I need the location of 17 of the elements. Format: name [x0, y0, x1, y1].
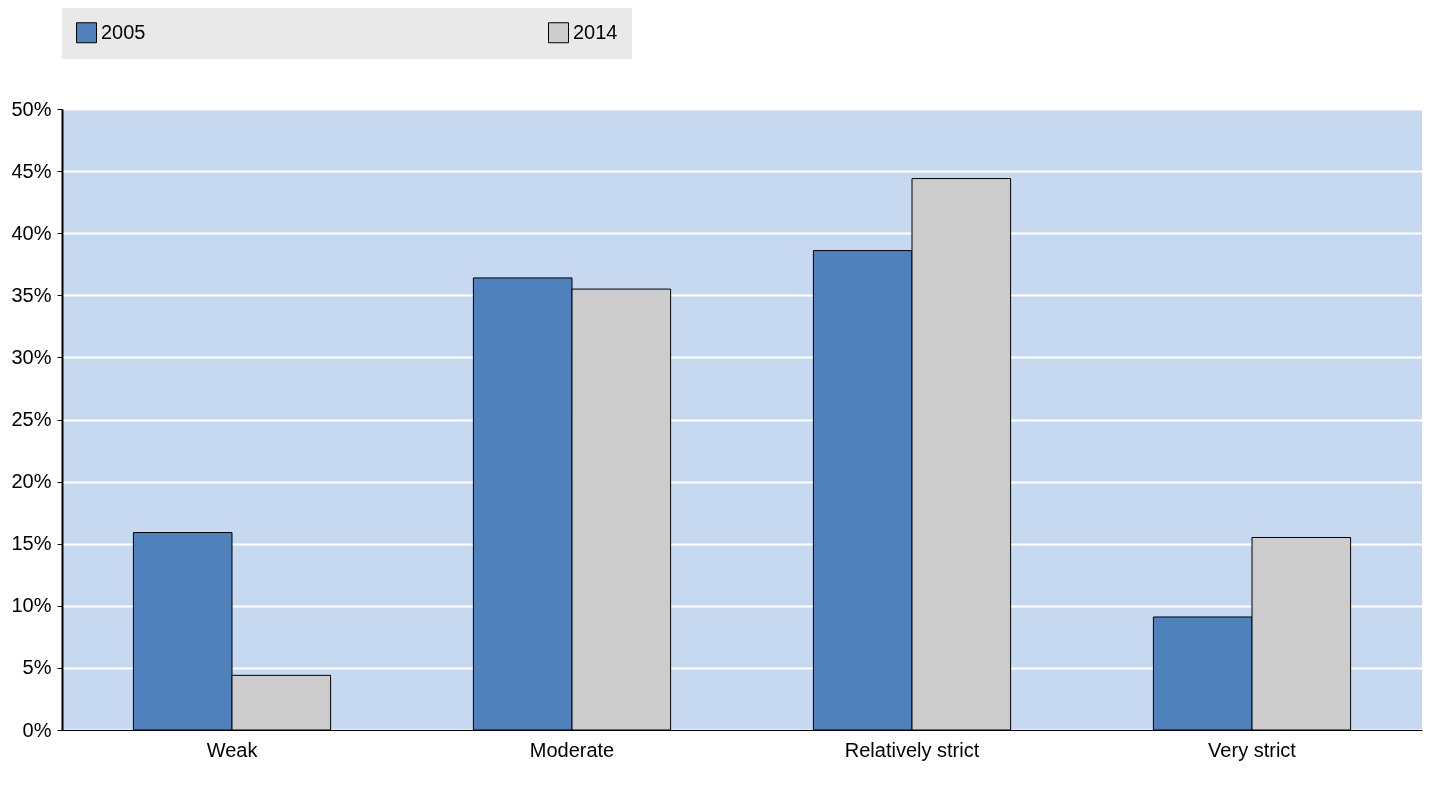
y-tick-label: 50% — [11, 97, 52, 120]
y-tick-label: 45% — [11, 159, 52, 182]
legend-label: 2005 — [101, 20, 146, 43]
y-tick-label: 25% — [11, 408, 52, 430]
x-tick-label: Very strict — [1208, 738, 1297, 761]
y-tick-label: 0% — [22, 718, 52, 741]
y-tick-label: 40% — [11, 221, 52, 244]
x-tick-label: Weak — [206, 738, 259, 761]
y-tick-label: 35% — [11, 283, 52, 306]
y-tick-label: 15% — [11, 532, 52, 555]
y-tick-label: 5% — [22, 656, 52, 679]
y-tick-label: 30% — [11, 345, 52, 368]
x-tick-label: Relatively strict — [844, 738, 980, 761]
y-tick-label: 10% — [11, 594, 52, 617]
y-tick-label: 20% — [11, 470, 52, 493]
x-tick-label: Moderate — [529, 738, 615, 761]
legend-label: 2014 — [573, 20, 618, 43]
